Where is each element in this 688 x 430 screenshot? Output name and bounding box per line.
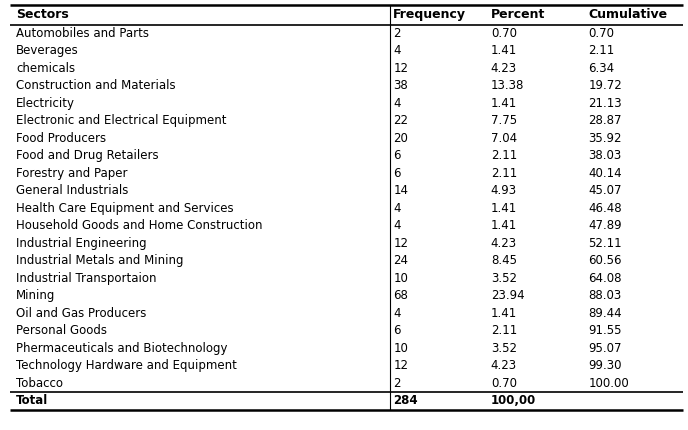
Text: 91.55: 91.55 [588, 324, 622, 337]
Text: 7.75: 7.75 [491, 114, 517, 127]
Text: 4.23: 4.23 [491, 359, 517, 372]
Text: 2: 2 [394, 27, 400, 40]
Text: Percent: Percent [491, 8, 545, 21]
Text: 4.23: 4.23 [491, 62, 517, 75]
Text: 4: 4 [394, 97, 400, 110]
Text: 284: 284 [394, 394, 418, 407]
Text: 4.93: 4.93 [491, 184, 517, 197]
Text: Food Producers: Food Producers [16, 132, 106, 145]
Text: 12: 12 [394, 359, 408, 372]
Text: 0.70: 0.70 [588, 27, 614, 40]
Text: 2: 2 [394, 377, 400, 390]
Text: 2.11: 2.11 [491, 167, 517, 180]
Text: 95.07: 95.07 [588, 342, 622, 355]
Text: Electricity: Electricity [16, 97, 75, 110]
Text: 28.87: 28.87 [588, 114, 622, 127]
Text: Industrial Transportaion: Industrial Transportaion [16, 272, 156, 285]
Text: 99.30: 99.30 [588, 359, 622, 372]
Text: 4.23: 4.23 [491, 237, 517, 250]
Text: Phermaceuticals and Biotechnology: Phermaceuticals and Biotechnology [16, 342, 228, 355]
Text: 14: 14 [394, 184, 408, 197]
Text: Electronic and Electrical Equipment: Electronic and Electrical Equipment [16, 114, 226, 127]
Text: Sectors: Sectors [16, 8, 69, 21]
Text: 1.41: 1.41 [491, 44, 517, 57]
Text: 38: 38 [394, 79, 408, 92]
Text: 10: 10 [394, 342, 408, 355]
Text: Beverages: Beverages [16, 44, 78, 57]
Text: 46.48: 46.48 [588, 202, 622, 215]
Text: 12: 12 [394, 237, 408, 250]
Text: 12: 12 [394, 62, 408, 75]
Text: 4: 4 [394, 307, 400, 320]
Text: Construction and Materials: Construction and Materials [16, 79, 175, 92]
Text: 88.03: 88.03 [588, 289, 622, 302]
Text: 4: 4 [394, 44, 400, 57]
Text: 2.11: 2.11 [491, 324, 517, 337]
Text: Automobiles and Parts: Automobiles and Parts [16, 27, 149, 40]
Text: Frequency: Frequency [394, 8, 466, 21]
Text: 2.11: 2.11 [588, 44, 614, 57]
Text: 1.41: 1.41 [491, 307, 517, 320]
Text: 1.41: 1.41 [491, 97, 517, 110]
Text: 24: 24 [394, 254, 408, 267]
Text: Personal Goods: Personal Goods [16, 324, 107, 337]
Text: 100.00: 100.00 [588, 377, 629, 390]
Text: Mining: Mining [16, 289, 55, 302]
Text: Industrial Metals and Mining: Industrial Metals and Mining [16, 254, 184, 267]
Text: 6.34: 6.34 [588, 62, 614, 75]
Text: 3.52: 3.52 [491, 272, 517, 285]
Text: 6: 6 [394, 149, 400, 162]
Text: Tobacco: Tobacco [16, 377, 63, 390]
Text: 45.07: 45.07 [588, 184, 622, 197]
Text: 7.04: 7.04 [491, 132, 517, 145]
Text: 22: 22 [394, 114, 408, 127]
Text: 6: 6 [394, 167, 400, 180]
Text: 40.14: 40.14 [588, 167, 622, 180]
Text: Industrial Engineering: Industrial Engineering [16, 237, 147, 250]
Text: Total: Total [16, 394, 48, 407]
Text: Household Goods and Home Construction: Household Goods and Home Construction [16, 219, 263, 232]
Text: 8.45: 8.45 [491, 254, 517, 267]
Text: 0.70: 0.70 [491, 377, 517, 390]
Text: 3.52: 3.52 [491, 342, 517, 355]
Text: 68: 68 [394, 289, 408, 302]
Text: Oil and Gas Producers: Oil and Gas Producers [16, 307, 147, 320]
Text: 20: 20 [394, 132, 408, 145]
Text: 60.56: 60.56 [588, 254, 622, 267]
Text: 0.70: 0.70 [491, 27, 517, 40]
Text: Health Care Equipment and Services: Health Care Equipment and Services [16, 202, 234, 215]
Text: 100,00: 100,00 [491, 394, 536, 407]
Text: Cumulative: Cumulative [588, 8, 667, 21]
Text: 21.13: 21.13 [588, 97, 622, 110]
Text: 38.03: 38.03 [588, 149, 622, 162]
Text: chemicals: chemicals [16, 62, 75, 75]
Text: 89.44: 89.44 [588, 307, 622, 320]
Text: 6: 6 [394, 324, 400, 337]
Text: 2.11: 2.11 [491, 149, 517, 162]
Text: 64.08: 64.08 [588, 272, 622, 285]
Text: 13.38: 13.38 [491, 79, 524, 92]
Text: 35.92: 35.92 [588, 132, 622, 145]
Text: 4: 4 [394, 202, 400, 215]
Text: Food and Drug Retailers: Food and Drug Retailers [16, 149, 159, 162]
Text: 1.41: 1.41 [491, 202, 517, 215]
Text: General Industrials: General Industrials [16, 184, 129, 197]
Text: 1.41: 1.41 [491, 219, 517, 232]
Text: Technology Hardware and Equipment: Technology Hardware and Equipment [16, 359, 237, 372]
Text: 4: 4 [394, 219, 400, 232]
Text: 52.11: 52.11 [588, 237, 622, 250]
Text: 47.89: 47.89 [588, 219, 622, 232]
Text: 23.94: 23.94 [491, 289, 524, 302]
Text: Forestry and Paper: Forestry and Paper [16, 167, 127, 180]
Text: 19.72: 19.72 [588, 79, 622, 92]
Text: 10: 10 [394, 272, 408, 285]
